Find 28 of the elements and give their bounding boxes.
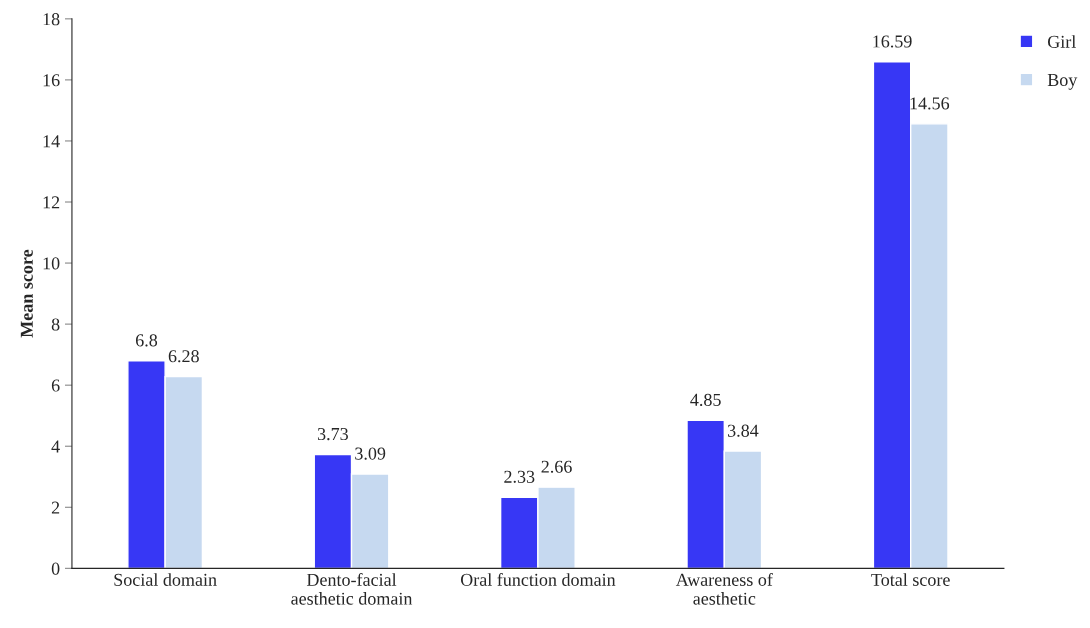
data-label: 4.85 [690, 393, 721, 407]
data-label: 14.56 [910, 97, 950, 110]
x-tick-label: Social domain [114, 573, 217, 586]
y-tick-label: 14 [43, 135, 60, 148]
y-tick-label: 6 [51, 379, 60, 392]
data-label: 3.09 [355, 447, 386, 460]
y-tick-label: 0 [51, 562, 60, 575]
y-tick-label: 4 [51, 440, 60, 453]
x-tick-label: Oral function domain [460, 573, 616, 586]
y-tick-label: 12 [43, 196, 60, 209]
legend-label: Boy [1047, 74, 1078, 90]
x-tick-label: Awareness of aesthetic [675, 573, 773, 605]
data-label: 3.84 [728, 424, 759, 437]
y-tick-label: 2 [51, 501, 60, 514]
y-tick-label: 8 [51, 318, 60, 331]
data-label: 3.73 [317, 427, 348, 441]
data-label: 6.28 [168, 350, 199, 363]
data-label: 6.8 [135, 334, 158, 347]
legend-label: Girl [1047, 35, 1076, 48]
data-label: 16.59 [873, 35, 912, 48]
x-tick-label: Dento-facial aesthetic domain [291, 573, 413, 605]
x-tick-label: Total score [871, 573, 950, 586]
y-tick-label: 18 [43, 13, 60, 26]
data-label: 2.66 [541, 460, 572, 473]
y-axis-title: Mean score [20, 249, 33, 338]
y-tick-label: 16 [43, 74, 60, 87]
data-label: 2.33 [504, 470, 535, 483]
y-tick-label: 10 [43, 257, 60, 270]
